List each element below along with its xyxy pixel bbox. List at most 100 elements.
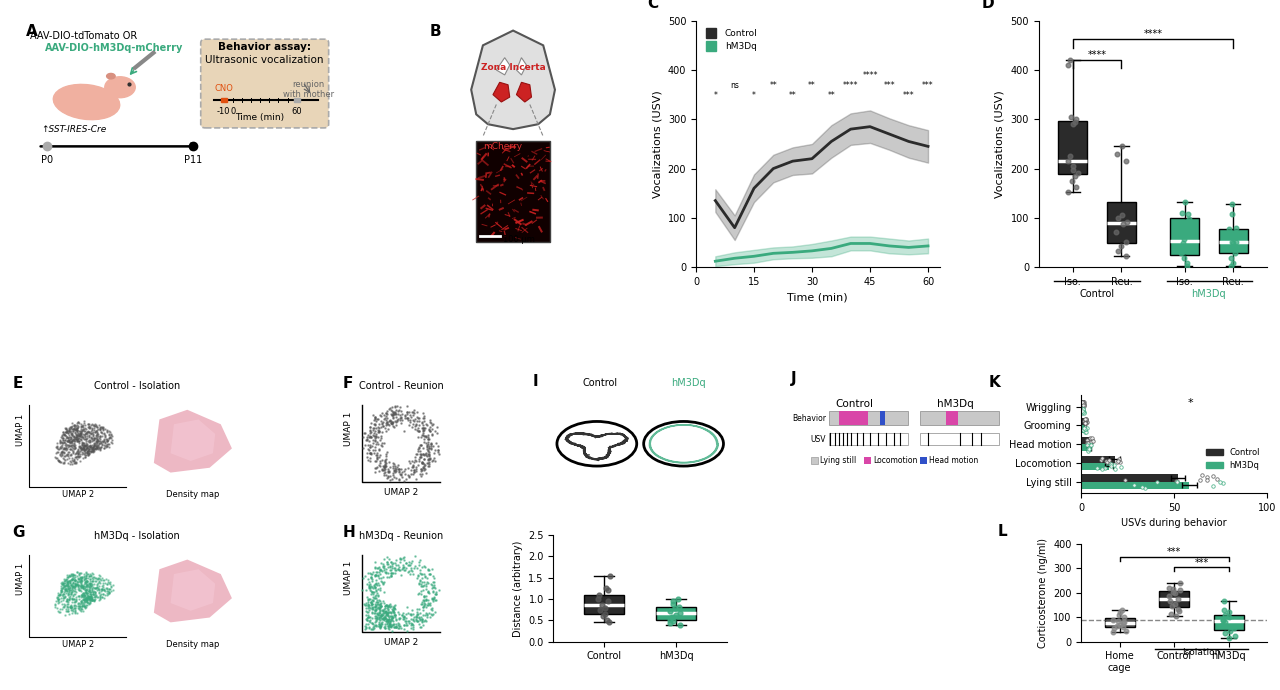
PathPatch shape xyxy=(1219,228,1248,253)
Point xyxy=(669,619,690,630)
Point xyxy=(1107,148,1128,159)
Y-axis label: Corticosterone (ng/ml): Corticosterone (ng/ml) xyxy=(1038,538,1047,648)
Polygon shape xyxy=(516,58,526,75)
Point xyxy=(1225,237,1245,248)
Point xyxy=(1213,614,1234,625)
Polygon shape xyxy=(170,569,215,611)
Point xyxy=(1065,170,1085,181)
Text: hM3Dq - Isolation: hM3Dq - Isolation xyxy=(95,531,180,541)
Point xyxy=(663,615,684,627)
Text: ***: *** xyxy=(883,81,895,90)
Text: UMAP 1: UMAP 1 xyxy=(15,413,24,446)
Point xyxy=(1222,208,1243,219)
Point xyxy=(1226,222,1247,233)
Point xyxy=(1114,617,1134,628)
Text: UMAP 1: UMAP 1 xyxy=(344,411,353,446)
Point xyxy=(1220,625,1240,636)
Point xyxy=(590,604,611,615)
Text: F: F xyxy=(343,375,353,391)
PathPatch shape xyxy=(1170,217,1199,255)
Bar xyxy=(221,97,227,101)
Point xyxy=(1112,218,1133,229)
Point xyxy=(1111,141,1132,152)
Point xyxy=(588,593,608,604)
Bar xyxy=(1082,418,1085,426)
Text: UMAP 2: UMAP 2 xyxy=(61,490,93,499)
Point xyxy=(1169,593,1189,604)
Bar xyxy=(838,411,868,425)
Point xyxy=(1165,598,1185,609)
PathPatch shape xyxy=(1213,615,1244,630)
Point xyxy=(1161,601,1181,612)
PathPatch shape xyxy=(1105,618,1134,627)
Text: ***: *** xyxy=(902,90,914,99)
Text: 60: 60 xyxy=(292,107,302,116)
Point xyxy=(1161,608,1181,619)
Point xyxy=(598,585,618,596)
Point xyxy=(1169,603,1189,614)
Bar xyxy=(1082,400,1083,407)
Text: Ultrasonic vocalization: Ultrasonic vocalization xyxy=(206,55,324,65)
Polygon shape xyxy=(170,420,215,461)
Point xyxy=(591,600,612,611)
Text: hM3Dq: hM3Dq xyxy=(672,377,707,388)
Point xyxy=(1224,623,1244,634)
Point xyxy=(1212,619,1233,630)
Point xyxy=(1116,236,1137,247)
Point xyxy=(1061,111,1082,122)
Text: **: ** xyxy=(808,81,815,90)
Bar xyxy=(1082,456,1115,463)
Point xyxy=(1179,213,1199,224)
Point xyxy=(594,609,614,620)
Point xyxy=(667,593,687,604)
Text: *: * xyxy=(713,90,717,99)
Point xyxy=(669,607,690,618)
Point xyxy=(1065,116,1085,127)
Text: ***: *** xyxy=(1194,558,1208,568)
Point xyxy=(1172,223,1193,234)
FancyBboxPatch shape xyxy=(201,39,329,128)
Bar xyxy=(920,433,1000,444)
Text: Control: Control xyxy=(582,377,618,388)
Bar xyxy=(881,411,886,425)
Point xyxy=(1212,614,1233,625)
Text: Behavior assay:: Behavior assay: xyxy=(218,42,311,52)
Point xyxy=(662,611,682,622)
Point xyxy=(1103,627,1124,638)
Text: AAV-DIO-hM3Dq-mCherry: AAV-DIO-hM3Dq-mCherry xyxy=(45,43,184,53)
Point xyxy=(1215,609,1235,620)
Point xyxy=(1066,181,1087,193)
Text: — 100 μm: — 100 μm xyxy=(492,235,535,244)
Text: Behavior: Behavior xyxy=(792,413,826,422)
Polygon shape xyxy=(471,30,556,129)
Text: **: ** xyxy=(827,90,836,99)
Polygon shape xyxy=(497,58,509,75)
Point xyxy=(600,570,621,581)
Point xyxy=(1066,114,1087,125)
Bar xyxy=(1082,475,1178,482)
Point xyxy=(1107,246,1128,257)
Text: ****: **** xyxy=(1088,50,1107,60)
Point xyxy=(1110,619,1130,630)
Text: Density map: Density map xyxy=(166,640,220,649)
Text: P0: P0 xyxy=(41,155,52,165)
Bar xyxy=(294,97,300,101)
Ellipse shape xyxy=(106,73,115,79)
Text: Lying still: Lying still xyxy=(820,456,856,465)
Point xyxy=(669,601,690,612)
Point xyxy=(1062,119,1083,130)
Point xyxy=(1160,596,1180,607)
Point xyxy=(659,605,680,616)
Point xyxy=(1171,248,1192,259)
Text: *: * xyxy=(1188,398,1193,408)
Point xyxy=(1169,606,1189,617)
Point xyxy=(1220,633,1240,644)
X-axis label: Time (min): Time (min) xyxy=(787,293,849,302)
Point xyxy=(1158,582,1179,593)
Point xyxy=(1116,156,1137,167)
Bar xyxy=(920,457,927,464)
Y-axis label: Vocalizations (USV): Vocalizations (USV) xyxy=(653,90,662,198)
Point xyxy=(1221,243,1242,254)
Bar xyxy=(828,433,908,444)
Point xyxy=(1178,208,1198,219)
